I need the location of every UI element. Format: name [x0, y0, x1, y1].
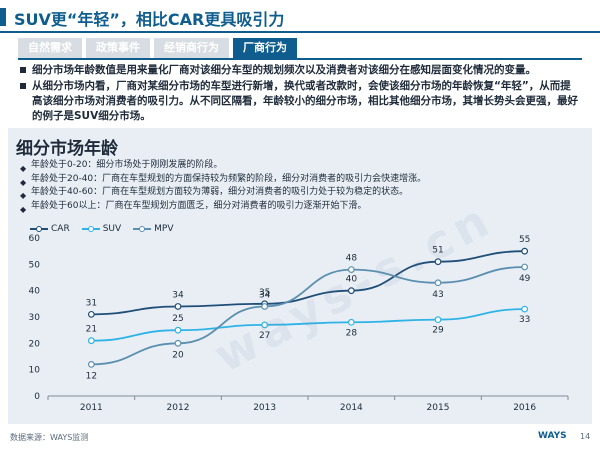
- tabs-divider: [18, 58, 582, 60]
- data-label-car: 31: [86, 298, 97, 308]
- title-bar: SUV更“年轻”，相比CAR更具吸引力: [0, 0, 600, 32]
- x-tick-label: 2015: [427, 403, 450, 413]
- title-underline: [0, 31, 600, 33]
- data-point-mpv: [521, 263, 529, 271]
- legend-item-car: CAR: [30, 224, 70, 234]
- data-point-suv: [261, 321, 269, 329]
- data-label-mpv: 49: [519, 274, 531, 284]
- legend-swatch-car: [30, 226, 48, 232]
- y-tick-label: 10: [29, 366, 41, 376]
- square-bullet-icon: [20, 67, 26, 73]
- series-line-car: [91, 250, 525, 316]
- intro-bullet-text: 细分市场年龄数值是用来量化厂商对该细分车型的规划频次以及消费者对该细分在感知层面…: [32, 64, 536, 76]
- data-label-suv: 21: [86, 325, 97, 335]
- y-tick-label: 60: [29, 234, 41, 244]
- data-point-car: [434, 258, 442, 266]
- y-tick-label: 20: [29, 339, 41, 349]
- panel-bullet-text: 年龄处于60以上：厂商在车型规划方面匮乏，细分对消费者的吸引力逐渐开始下滑。: [31, 200, 367, 211]
- data-point-suv: [87, 337, 95, 345]
- data-source: 数据来源：WAYS监测: [10, 433, 89, 442]
- legend-swatch-suv: [81, 226, 100, 232]
- page-title: SUV更“年轻”，相比CAR更具吸引力: [14, 10, 285, 29]
- data-point-car: [347, 287, 355, 295]
- panel-bullet: ◆ 年龄处于20-40：厂商在车型规划的方面保持较为频繁的阶段，细分对消费者的吸引…: [20, 173, 490, 187]
- page-number: 14: [580, 432, 591, 441]
- y-tick-label: 30: [29, 313, 41, 323]
- y-tick-label: 0: [34, 392, 40, 402]
- data-label-suv: 27: [259, 331, 270, 341]
- chart-legend: CAR SUV MPV: [30, 224, 174, 234]
- panel-bullet: ◆ 年龄处于0-20：细分市场处于刚刚发展的阶段。: [20, 159, 490, 173]
- data-label-car: 34: [172, 290, 184, 300]
- x-tick-label: 2016: [513, 403, 536, 413]
- legend-item-mpv: MPV: [133, 224, 174, 234]
- tab-manufacturer-behavior[interactable]: 厂商行为: [233, 38, 297, 58]
- series-line-suv: [91, 308, 525, 342]
- panel-bullet: ◆ 年龄处于60以上：厂商在车型规划方面匮乏，细分对消费者的吸引力逐渐开始下滑。: [20, 200, 490, 214]
- intro-bullets: 细分市场年龄数值是用来量化厂商对该细分车型的规划频次以及消费者对该细分在感知层面…: [20, 63, 580, 125]
- diamond-bullet-icon: ◆: [20, 204, 27, 214]
- data-point-suv: [174, 326, 182, 334]
- data-label-suv: 28: [346, 328, 358, 338]
- intro-bullet: 细分市场年龄数值是用来量化厂商对该细分车型的规划频次以及消费者对该细分在感知层面…: [20, 63, 580, 78]
- x-tick-label: 2012: [167, 403, 190, 413]
- legend-label-car: CAR: [51, 224, 70, 234]
- data-point-mpv: [261, 303, 269, 310]
- ways-logo: WAYS: [538, 431, 567, 441]
- tab-policy-events[interactable]: 政策事件: [86, 38, 150, 58]
- data-label-car: 51: [432, 246, 443, 256]
- data-point-car: [174, 303, 182, 310]
- panel-bullet-text: 年龄处于0-20：细分市场处于刚刚发展的阶段。: [31, 160, 223, 170]
- data-label-car: 35: [259, 288, 270, 298]
- tab-natural-demand[interactable]: 自然需求: [18, 38, 82, 58]
- series-line-mpv: [91, 266, 525, 366]
- data-label-mpv: 34: [259, 290, 271, 300]
- data-point-car: [521, 247, 529, 255]
- legend-swatch-mpv: [133, 226, 152, 232]
- legend-label-suv: SUV: [102, 224, 122, 234]
- data-point-mpv: [347, 266, 355, 274]
- x-tick-label: 2011: [80, 403, 103, 413]
- data-point-car: [87, 310, 95, 318]
- panel-bullets: ◆ 年龄处于0-20：细分市场处于刚刚发展的阶段。 ◆ 年龄处于20-40：厂商在车…: [20, 159, 490, 214]
- data-label-mpv: 48: [346, 254, 358, 264]
- data-label-car: 40: [346, 275, 358, 285]
- data-point-suv: [347, 318, 355, 326]
- x-tick-label: 2013: [253, 403, 276, 413]
- data-point-mpv: [434, 279, 442, 287]
- chart-panel: 细分市场年龄 ◆ 年龄处于0-20：细分市场处于刚刚发展的阶段。 ◆ 年龄处于20-…: [8, 128, 592, 424]
- legend-item-suv: SUV: [81, 224, 122, 234]
- intro-bullet: 从细分市场内看，厂商对某细分市场的车型进行新增，换代或者改款时，会使该细分市场的…: [20, 79, 580, 124]
- panel-bullet: ◆ 年龄处于40-60：厂商在车型规划方面较为薄弱，细分对消费者的吸引力处于较为稳…: [20, 186, 490, 200]
- data-point-mpv: [174, 339, 182, 347]
- data-point-suv: [521, 305, 529, 313]
- data-label-mpv: 12: [86, 371, 97, 381]
- diamond-bullet-icon: ◆: [20, 164, 27, 173]
- legend-label-mpv: MPV: [154, 224, 174, 234]
- y-tick-label: 50: [29, 260, 41, 270]
- data-label-mpv: 43: [432, 290, 443, 300]
- data-label-suv: 25: [172, 314, 183, 324]
- x-tick-label: 2014: [340, 403, 363, 413]
- data-point-suv: [434, 316, 442, 324]
- panel-bullet-text: 年龄处于40-60：厂商在车型规划方面较为薄弱，细分对消费者的吸引力处于较为稳定…: [31, 187, 409, 197]
- tab-dealer-behavior[interactable]: 经销商行为: [154, 38, 229, 58]
- panel-bullet-text: 年龄处于20-40：厂商在车型规划的方面保持较为频繁的阶段，细分对消费者的吸引力…: [31, 173, 427, 184]
- data-label-suv: 33: [519, 315, 530, 325]
- data-label-car: 55: [519, 235, 530, 245]
- diamond-bullet-icon: ◆: [20, 177, 27, 187]
- intro-bullet-text: 从细分市场内看，厂商对某细分市场的车型进行新增，换代或者改款时，会使该细分市场的…: [32, 80, 578, 122]
- data-label-mpv: 20: [172, 350, 184, 360]
- data-label-suv: 29: [432, 326, 444, 336]
- y-tick-label: 40: [29, 287, 41, 297]
- square-bullet-icon: [20, 83, 26, 89]
- title-accent: [0, 8, 6, 26]
- diamond-bullet-icon: ◆: [20, 191, 27, 200]
- panel-title: 细分市场年龄: [16, 139, 118, 159]
- data-point-mpv: [87, 360, 95, 368]
- nav-tabs: 自然需求 政策事件 经销商行为 厂商行为: [18, 38, 297, 58]
